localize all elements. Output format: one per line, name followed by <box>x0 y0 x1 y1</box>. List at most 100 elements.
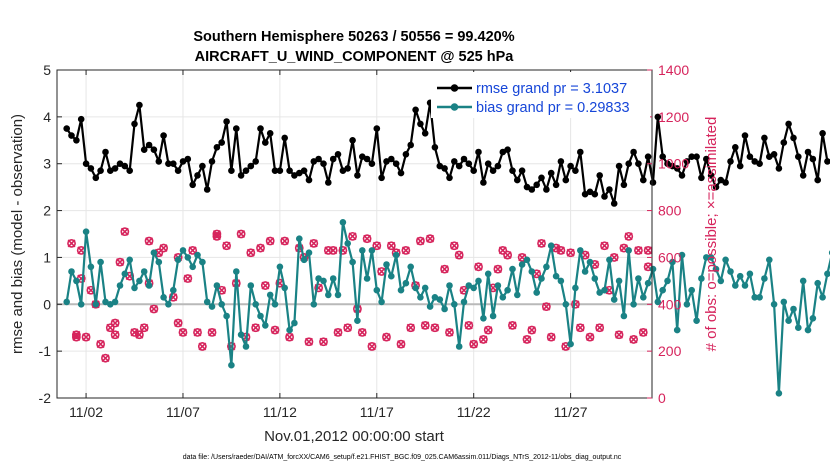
obs-assimilated-marker <box>212 232 221 241</box>
bias-point <box>557 277 565 285</box>
rmse-point <box>252 158 259 165</box>
rmse-point <box>126 167 133 174</box>
bias-point <box>736 272 744 280</box>
rmse-point <box>610 200 618 207</box>
bias-point <box>252 301 259 308</box>
rmse-point <box>465 160 473 167</box>
rmse-point <box>334 151 342 158</box>
rmse-point <box>577 148 584 156</box>
obs-possible-marker <box>541 302 551 312</box>
rmse-point <box>140 146 148 153</box>
obs-assimilated-marker <box>455 251 464 260</box>
rmse-point <box>770 151 778 158</box>
obs-possible-marker <box>527 325 537 335</box>
obs-possible-marker <box>101 353 110 363</box>
obs-assimilated-marker <box>377 267 386 276</box>
bias-point <box>635 275 642 282</box>
y2-tick-label: 200 <box>658 343 682 359</box>
y2-tick-label: 1200 <box>658 109 689 125</box>
obs-possible-marker <box>251 323 261 333</box>
x-tick-label: 11/22 <box>457 404 491 420</box>
rmse-point <box>552 181 560 189</box>
bias-point <box>693 317 700 325</box>
bias-point <box>388 272 395 280</box>
rmse-point <box>451 158 458 165</box>
bias-point <box>82 228 90 235</box>
rmse-point <box>707 172 715 179</box>
y-axis-label: rmse and bias (model - observation) <box>9 114 26 354</box>
bias-point <box>514 291 521 299</box>
obs-possible-marker <box>614 330 624 340</box>
bias-point <box>276 263 284 271</box>
rmse-point <box>625 160 632 167</box>
bias-point <box>819 294 826 301</box>
obs-possible-marker <box>425 234 435 244</box>
rmse-point <box>388 155 395 163</box>
obs-assimilated-marker <box>547 333 556 342</box>
obs-possible-marker <box>478 335 488 344</box>
rmse-point <box>489 167 497 174</box>
bias-point <box>766 256 773 264</box>
rmse-point <box>354 172 361 179</box>
rmse-point <box>790 134 797 142</box>
rmse-point <box>703 155 710 163</box>
rmse-point <box>92 174 100 182</box>
bias-point <box>378 298 385 306</box>
rmse-point <box>184 155 192 163</box>
rmse-point <box>368 160 376 167</box>
rmse-point <box>673 165 681 172</box>
legend-marker-rmse <box>450 84 459 92</box>
bias-point <box>562 301 570 308</box>
obs-assimilated-marker <box>261 281 270 290</box>
obs-possible-marker <box>629 335 638 344</box>
obs-assimilated-marker <box>67 239 76 248</box>
bias-point <box>359 247 366 254</box>
bias-point <box>712 265 720 273</box>
obs-assimilated-marker <box>101 354 110 363</box>
obs-assimilated-marker <box>72 330 81 339</box>
obs-possible-marker <box>396 339 406 349</box>
bias-point <box>484 270 492 278</box>
y2-tick-label: 600 <box>658 249 682 265</box>
bias-point <box>223 312 230 320</box>
obs-possible-marker <box>406 323 416 333</box>
obs-assimilated-marker <box>271 326 280 335</box>
bias-point <box>140 268 148 275</box>
rmse-point <box>392 160 400 167</box>
rmse-point <box>581 190 589 198</box>
obs-assimilated-marker <box>537 239 546 248</box>
obs-possible-marker <box>67 238 76 248</box>
obs-possible-marker <box>585 332 595 342</box>
rmse-point <box>470 167 478 174</box>
bias-point <box>68 268 75 275</box>
rmse-point <box>557 158 565 165</box>
rmse-point <box>712 183 720 191</box>
y-tick-label: 4 <box>43 109 51 125</box>
bias-point <box>669 258 676 266</box>
rmse-point <box>421 130 429 137</box>
rmse-point <box>795 153 802 160</box>
bias-point <box>451 301 458 308</box>
bias-point <box>77 301 85 308</box>
rmse-point <box>344 165 352 172</box>
bias-point <box>145 282 153 289</box>
bias-point <box>572 284 579 292</box>
obs-possible-marker <box>454 250 464 260</box>
rmse-point <box>320 160 327 167</box>
rmse-point <box>533 181 540 189</box>
bias-point <box>494 282 502 289</box>
bias-point <box>412 284 419 292</box>
obs-possible-marker <box>401 245 411 255</box>
bias-point <box>262 322 269 329</box>
rmse-point <box>349 137 356 144</box>
bias-point <box>649 265 657 273</box>
rmse-point <box>736 162 744 170</box>
bias-point <box>751 294 758 301</box>
bias-point <box>426 303 434 310</box>
obs-assimilated-marker <box>280 237 289 245</box>
bias-point <box>203 298 211 306</box>
obs-possible-marker <box>464 320 474 330</box>
obs-assimilated-marker <box>348 232 357 241</box>
obs-possible-marker <box>115 257 125 267</box>
x-tick-label: 11/07 <box>166 404 200 420</box>
